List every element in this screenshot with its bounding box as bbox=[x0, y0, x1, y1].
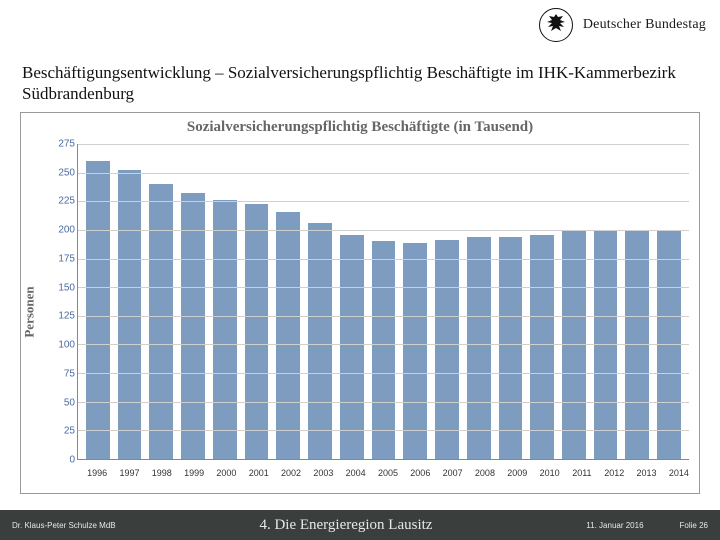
bar bbox=[340, 235, 364, 460]
footer-date: 11. Januar 2016 bbox=[576, 521, 679, 530]
gridline bbox=[78, 430, 689, 431]
xtick-label: 2008 bbox=[475, 468, 495, 478]
bar bbox=[149, 184, 173, 459]
xtick-label: 1996 bbox=[87, 468, 107, 478]
xtick-label: 2014 bbox=[669, 468, 689, 478]
bar bbox=[499, 237, 523, 459]
footer: Dr. Klaus-Peter Schulze MdB 4. Die Energ… bbox=[0, 510, 720, 540]
bundesadler-icon bbox=[539, 8, 573, 42]
xtick-label: 2002 bbox=[281, 468, 301, 478]
gridline bbox=[78, 287, 689, 288]
ytick-label: 150 bbox=[49, 282, 75, 293]
xtick-label: 2001 bbox=[249, 468, 269, 478]
ytick-label: 125 bbox=[49, 311, 75, 322]
footer-page: Folie 26 bbox=[680, 521, 720, 530]
gridline bbox=[78, 344, 689, 345]
ytick-label: 175 bbox=[49, 253, 75, 264]
ytick-label: 25 bbox=[49, 426, 75, 437]
xtick-label: 1997 bbox=[119, 468, 139, 478]
bar bbox=[372, 241, 396, 459]
xtick-label: 2011 bbox=[572, 468, 591, 478]
xtick-label: 1998 bbox=[152, 468, 172, 478]
xtick-label: 2000 bbox=[216, 468, 236, 478]
bar bbox=[118, 170, 142, 459]
bar bbox=[403, 243, 427, 459]
header: Deutscher Bundestag bbox=[539, 8, 706, 42]
bar bbox=[213, 200, 237, 459]
xtick-label: 2012 bbox=[604, 468, 624, 478]
footer-section: 4. Die Energieregion Lausitz bbox=[116, 517, 577, 534]
bar bbox=[435, 240, 459, 459]
bar bbox=[181, 193, 205, 459]
chart-title: Sozialversicherungspflichtig Beschäftigt… bbox=[21, 113, 699, 138]
xtick-label: 2004 bbox=[346, 468, 366, 478]
xtick-label: 2005 bbox=[378, 468, 398, 478]
footer-author: Dr. Klaus-Peter Schulze MdB bbox=[0, 521, 116, 530]
chart-ylabel: Personen bbox=[21, 286, 37, 337]
bar bbox=[467, 237, 491, 459]
bar bbox=[86, 161, 110, 459]
gridline bbox=[78, 259, 689, 260]
ytick-label: 0 bbox=[49, 455, 75, 466]
gridline bbox=[78, 402, 689, 403]
xtick-label: 2009 bbox=[507, 468, 527, 478]
plot-area bbox=[77, 144, 689, 460]
bar bbox=[245, 204, 269, 459]
ytick-label: 75 bbox=[49, 368, 75, 379]
ytick-label: 200 bbox=[49, 225, 75, 236]
gridline bbox=[78, 230, 689, 231]
xtick-label: 1999 bbox=[184, 468, 204, 478]
bar bbox=[276, 212, 300, 459]
ytick-label: 250 bbox=[49, 167, 75, 178]
gridline bbox=[78, 201, 689, 202]
xtick-label: 2010 bbox=[540, 468, 560, 478]
ytick-label: 225 bbox=[49, 196, 75, 207]
ytick-label: 50 bbox=[49, 397, 75, 408]
gridline bbox=[78, 173, 689, 174]
ytick-label: 275 bbox=[49, 139, 75, 150]
xtick-label: 2013 bbox=[637, 468, 657, 478]
slide-title: Beschäftigungsentwicklung – Sozialversic… bbox=[22, 62, 698, 105]
xtick-label: 2006 bbox=[410, 468, 430, 478]
bar bbox=[530, 235, 554, 460]
chart-container: Sozialversicherungspflichtig Beschäftigt… bbox=[20, 112, 700, 494]
gridline bbox=[78, 373, 689, 374]
gridline bbox=[78, 144, 689, 145]
bars-group bbox=[78, 144, 689, 459]
org-name: Deutscher Bundestag bbox=[583, 17, 706, 33]
gridline bbox=[78, 316, 689, 317]
chart-body: Personen 0 25 50 75 100 125 150 175 200 225 250 275… bbox=[21, 138, 699, 486]
xtick-label: 2007 bbox=[443, 468, 463, 478]
ytick-label: 100 bbox=[49, 340, 75, 351]
xtick-label: 2003 bbox=[313, 468, 333, 478]
